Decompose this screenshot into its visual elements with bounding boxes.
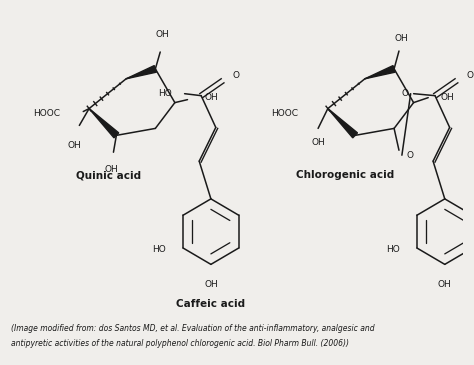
Text: OH: OH bbox=[204, 93, 218, 102]
Text: Quinic acid: Quinic acid bbox=[76, 170, 141, 180]
Text: OH: OH bbox=[155, 30, 169, 39]
Text: HO: HO bbox=[158, 89, 172, 98]
Text: OH: OH bbox=[68, 141, 82, 150]
Text: Chlorogenic acid: Chlorogenic acid bbox=[296, 170, 394, 180]
Text: OH: OH bbox=[204, 280, 218, 289]
Text: O: O bbox=[402, 89, 409, 98]
Text: HO: HO bbox=[152, 246, 165, 254]
Text: HOOC: HOOC bbox=[33, 109, 60, 118]
Text: OH: OH bbox=[394, 34, 408, 43]
Polygon shape bbox=[89, 108, 119, 138]
Text: Caffeic acid: Caffeic acid bbox=[176, 299, 246, 309]
Polygon shape bbox=[126, 66, 156, 79]
Text: OH: OH bbox=[105, 165, 118, 174]
Text: OH: OH bbox=[438, 280, 452, 289]
Text: O: O bbox=[407, 151, 414, 160]
Text: (Image modified from: dos Santos MD, et al. Evaluation of the anti-inflammatory,: (Image modified from: dos Santos MD, et … bbox=[11, 324, 375, 333]
Text: HO: HO bbox=[386, 246, 400, 254]
Polygon shape bbox=[365, 66, 395, 79]
Text: HOOC: HOOC bbox=[272, 109, 299, 118]
Text: O: O bbox=[232, 71, 239, 80]
Text: OH: OH bbox=[441, 93, 455, 102]
Text: antipyretic activities of the natural polyphenol chlorogenic acid. Biol Pharm Bu: antipyretic activities of the natural po… bbox=[11, 339, 349, 348]
Polygon shape bbox=[328, 108, 357, 138]
Text: OH: OH bbox=[311, 138, 325, 147]
Text: O: O bbox=[466, 71, 473, 80]
